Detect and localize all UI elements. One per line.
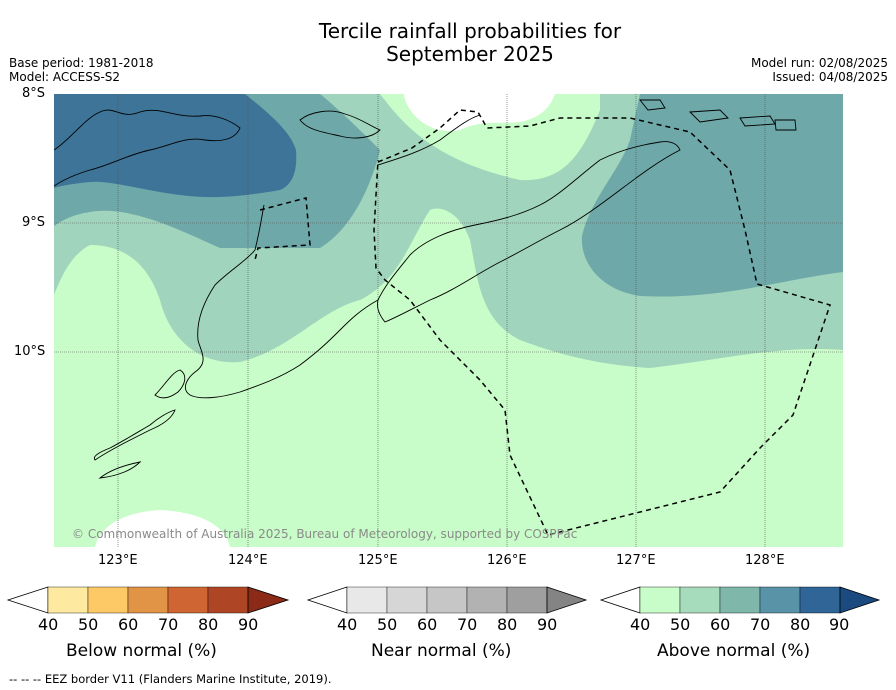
- cb-below-70-80: [167, 586, 209, 614]
- lon-label-124e: 124°E: [228, 553, 268, 568]
- cb-above-50-60: [679, 586, 721, 614]
- cb-near-under: [306, 586, 348, 614]
- lat-label-10s: 10°S: [14, 344, 46, 359]
- colorbar-below-normal: [6, 586, 290, 614]
- title-line-1: Tercile rainfall probabilities for: [318, 19, 622, 43]
- model-run-date: Model run: 02/08/2025: [750, 56, 888, 70]
- map-title: Tercile rainfall probabilities for Septe…: [0, 20, 896, 66]
- lat-label-9s: 9°S: [22, 215, 46, 230]
- cb-above-60-70: [719, 586, 761, 614]
- cb-below-under: [6, 586, 49, 614]
- copyright-notice: © Commonwealth of Australia 2025, Bureau…: [72, 527, 577, 541]
- cb-below-tick: 80: [198, 615, 219, 634]
- cb-below-tick: 50: [78, 615, 99, 634]
- cb-near-40-50: [346, 586, 388, 614]
- cb-near-tick: 60: [417, 615, 438, 634]
- model-name: Model: ACCESS-S2: [9, 70, 121, 84]
- lat-label-8s: 8°S: [22, 86, 46, 101]
- cb-above-tick: 40: [630, 615, 651, 634]
- colorbar-near-normal: [306, 586, 588, 614]
- cb-near-70-80: [466, 586, 508, 614]
- above-normal-label: Above normal (%): [657, 641, 811, 661]
- cb-above-tick: 70: [750, 615, 771, 634]
- cb-below-80-90: [207, 586, 249, 614]
- cb-below-tick: 90: [238, 615, 259, 634]
- cb-near-tick: 80: [497, 615, 518, 634]
- eez-border: [254, 109, 831, 536]
- cb-near-50-60: [386, 586, 428, 614]
- cb-near-60-70: [426, 586, 468, 614]
- lon-label-125e: 125°E: [358, 553, 398, 568]
- base-period: Base period: 1981-2018: [9, 56, 154, 70]
- eez-footnote: -- -- -- EEZ border V11 (Flanders Marine…: [9, 672, 332, 686]
- cb-below-50-60: [87, 586, 129, 614]
- cb-above-over: [839, 586, 881, 614]
- issued-date: Issued: 04/08/2025: [772, 70, 888, 84]
- colorbar-above-normal: [599, 586, 881, 614]
- lon-label-128e: 128°E: [745, 553, 785, 568]
- lon-label-123e: 123°E: [98, 553, 138, 568]
- graticule: [54, 94, 843, 547]
- lon-label-126e: 126°E: [487, 553, 527, 568]
- cb-above-40-50: [639, 586, 681, 614]
- title-line-2: September 2025: [386, 42, 554, 66]
- cb-near-tick: 90: [537, 615, 558, 634]
- probability-field: © Commonwealth of Australia 2025, Bureau…: [54, 94, 843, 547]
- coastlines: [54, 99, 797, 479]
- cb-above-tick: 80: [790, 615, 811, 634]
- cb-above-tick: 60: [710, 615, 731, 634]
- model-info: Base period: 1981-2018 Model: ACCESS-S2: [9, 56, 154, 84]
- cb-near-over: [546, 586, 588, 614]
- cb-above-tick: 50: [670, 615, 691, 634]
- cb-above-70-80: [759, 586, 801, 614]
- cb-below-tick: 70: [158, 615, 179, 634]
- cb-above-under: [599, 586, 641, 614]
- cb-below-tick: 60: [118, 615, 139, 634]
- lon-label-127e: 127°E: [616, 553, 656, 568]
- cb-near-tick: 50: [377, 615, 398, 634]
- cb-below-60-70: [127, 586, 169, 614]
- cb-near-80-90: [506, 586, 548, 614]
- cb-below-40-50: [47, 586, 89, 614]
- cb-near-tick: 70: [457, 615, 478, 634]
- near-normal-label: Near normal (%): [371, 641, 512, 661]
- cb-below-tick: 40: [38, 615, 59, 634]
- cb-above-80-90: [799, 586, 841, 614]
- cb-near-tick: 40: [337, 615, 358, 634]
- run-info: Model run: 02/08/2025 Issued: 04/08/2025: [751, 56, 888, 84]
- cb-above-tick: 90: [829, 615, 850, 634]
- cb-below-over: [247, 586, 290, 614]
- below-normal-label: Below normal (%): [66, 641, 217, 661]
